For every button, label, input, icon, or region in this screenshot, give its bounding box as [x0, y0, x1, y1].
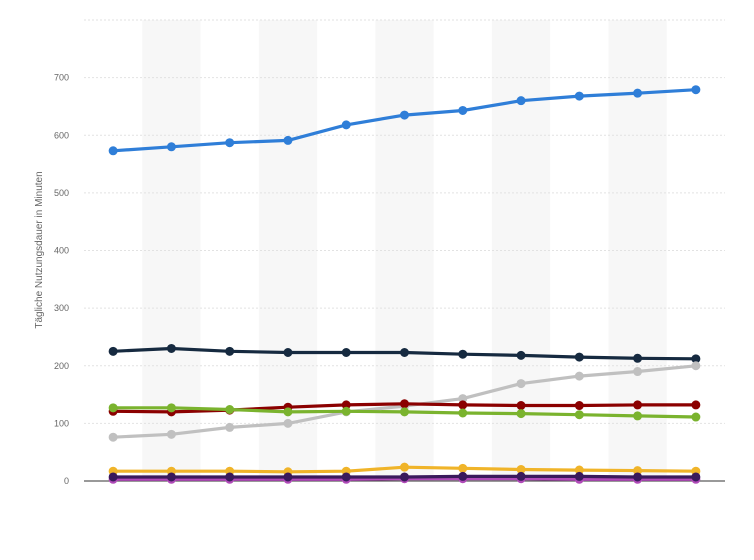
y-tick-label-600: 600: [54, 130, 69, 140]
series-0-point-4: [341, 120, 351, 130]
series-2-point-1: [166, 429, 176, 439]
series-2-point-0: [108, 432, 118, 442]
series-1-point-8: [574, 352, 584, 362]
series-1-point-0: [108, 346, 118, 356]
series-2-point-10: [691, 361, 701, 371]
series-1-point-5: [400, 347, 409, 357]
series-7-point-5: [400, 472, 409, 482]
series-4-point-9: [633, 411, 643, 421]
series-1-point-3: [283, 347, 293, 357]
series-layer: [108, 85, 701, 484]
series-0-point-9: [633, 88, 643, 98]
series-7-point-1: [166, 472, 176, 482]
series-1-point-9: [633, 353, 643, 363]
series-0-point-7: [516, 96, 526, 106]
y-tick-label-700: 700: [54, 73, 69, 83]
series-4: [108, 403, 701, 422]
series-4-point-2: [225, 405, 235, 415]
series-0-point-6: [458, 105, 468, 115]
series-2-point-3: [283, 418, 293, 428]
series-4-point-3: [283, 407, 293, 417]
series-0-point-8: [574, 91, 584, 101]
series-1-point-4: [341, 347, 351, 357]
series-5-point-6: [458, 463, 468, 473]
series-5-point-5: [400, 462, 409, 472]
series-5: [108, 462, 701, 477]
series-4-point-6: [458, 408, 468, 418]
series-4-point-5: [400, 407, 409, 417]
series-2-point-9: [633, 367, 643, 377]
series-0-point-0: [108, 146, 118, 156]
y-tick-label-400: 400: [54, 246, 69, 256]
series-7: [108, 471, 701, 482]
series-3-point-6: [458, 400, 468, 410]
y-tick-label-100: 100: [54, 418, 69, 428]
series-2-point-8: [574, 371, 584, 381]
series-3: [108, 399, 701, 417]
series-7-point-6: [458, 471, 468, 481]
series-2-point-7: [516, 379, 526, 389]
series-4-point-10: [691, 412, 701, 422]
series-3-point-10: [691, 400, 701, 410]
series-7-point-4: [341, 472, 351, 482]
series-7-point-10: [691, 472, 701, 482]
y-tick-label-200: 200: [54, 361, 69, 371]
series-0: [108, 85, 701, 156]
series-3-point-5: [400, 399, 409, 409]
y-tick-label-300: 300: [54, 303, 69, 313]
series-4-point-1: [166, 403, 176, 413]
series-3-point-7: [516, 401, 526, 411]
series-4-point-0: [108, 403, 118, 413]
series-7-point-9: [633, 472, 643, 482]
series-7-point-0: [108, 472, 118, 482]
series-0-point-10: [691, 85, 701, 95]
series-0-point-5: [400, 110, 409, 120]
y-tick-label-500: 500: [54, 188, 69, 198]
series-3-point-9: [633, 400, 643, 410]
series-7-point-3: [283, 472, 293, 482]
series-1-point-1: [166, 343, 176, 353]
y-axis-title: Tägliche Nutzungsdauer in Minuten: [34, 171, 45, 328]
series-1-point-6: [458, 349, 468, 359]
series-1-point-2: [225, 346, 235, 356]
series-7-point-2: [225, 472, 235, 482]
y-axis-ticks: 0 100 200 300 400 500 600 700: [54, 73, 69, 486]
series-7-point-7: [516, 471, 526, 481]
series-2-point-2: [225, 422, 235, 432]
y-tick-label-0: 0: [64, 476, 69, 486]
series-3-point-8: [574, 401, 584, 411]
series-0-point-1: [166, 142, 176, 152]
series-1: [108, 343, 701, 364]
series-4-point-7: [516, 409, 526, 419]
series-0-point-2: [225, 138, 235, 148]
series-4-point-8: [574, 410, 584, 420]
series-4-point-4: [341, 406, 351, 416]
series-0-point-3: [283, 135, 293, 145]
series-7-point-8: [574, 471, 584, 481]
series-1-point-7: [516, 350, 526, 360]
